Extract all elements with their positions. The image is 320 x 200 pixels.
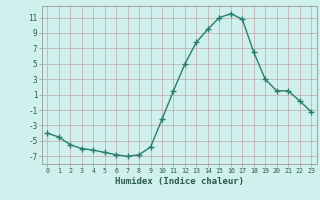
X-axis label: Humidex (Indice chaleur): Humidex (Indice chaleur) [115,177,244,186]
